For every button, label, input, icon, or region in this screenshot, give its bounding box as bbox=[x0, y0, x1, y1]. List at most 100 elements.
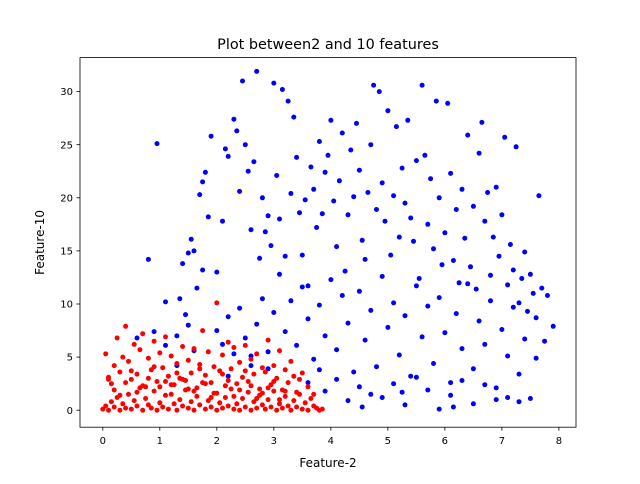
series-0-point-183 bbox=[493, 385, 499, 391]
series-0-point-116 bbox=[499, 212, 505, 218]
series-0-point-170 bbox=[419, 334, 425, 340]
series-1-point-26 bbox=[174, 407, 180, 413]
series-1-point-33 bbox=[194, 393, 200, 399]
series-1-point-125 bbox=[237, 359, 243, 365]
series-1-point-38 bbox=[208, 404, 214, 410]
series-0-point-171 bbox=[425, 303, 431, 309]
series-1-point-101 bbox=[168, 353, 174, 359]
series-0-point-23 bbox=[234, 128, 240, 134]
series-0-point-150 bbox=[305, 316, 311, 322]
series-0-point-169 bbox=[413, 283, 419, 289]
x-tick-label-5: 5 bbox=[385, 436, 391, 447]
series-1-point-84 bbox=[120, 354, 126, 360]
series-0-point-49 bbox=[308, 164, 314, 170]
series-1-point-117 bbox=[214, 300, 220, 306]
series-1-point-170 bbox=[151, 364, 157, 370]
series-0-point-1 bbox=[145, 256, 151, 262]
series-0-point-6 bbox=[185, 250, 191, 256]
series-0-point-126 bbox=[527, 271, 533, 277]
series-1-point-174 bbox=[197, 366, 203, 372]
series-0-point-74 bbox=[379, 180, 385, 186]
series-0-point-157 bbox=[345, 320, 351, 326]
series-1-point-63 bbox=[279, 405, 285, 411]
series-0-point-165 bbox=[391, 300, 397, 306]
series-0-point-38 bbox=[277, 216, 282, 222]
series-0-point-81 bbox=[399, 165, 405, 171]
series-0-point-176 bbox=[453, 311, 459, 317]
series-0-point-83 bbox=[405, 117, 411, 123]
series-0-point-68 bbox=[362, 256, 368, 262]
series-0-point-30 bbox=[254, 68, 260, 74]
series-1-point-130 bbox=[251, 371, 257, 377]
series-0-point-64 bbox=[351, 194, 357, 200]
series-1-point-168 bbox=[128, 368, 134, 374]
series-0-point-135 bbox=[220, 341, 225, 347]
series-1-point-65 bbox=[285, 403, 291, 409]
series-0-point-127 bbox=[530, 290, 536, 296]
series-1-point-23 bbox=[165, 406, 171, 412]
series-1-point-56 bbox=[259, 402, 265, 408]
series-1-point-156 bbox=[180, 376, 186, 382]
series-0-point-167 bbox=[402, 313, 408, 319]
series-0-point-201 bbox=[448, 392, 454, 398]
axes-frame bbox=[79, 57, 577, 428]
series-0-point-43 bbox=[291, 114, 297, 120]
series-0-point-98 bbox=[448, 170, 454, 176]
series-0-point-80 bbox=[396, 234, 402, 240]
series-0-point-21 bbox=[225, 153, 231, 159]
series-0-point-39 bbox=[279, 87, 285, 92]
series-1-point-47 bbox=[234, 401, 240, 407]
series-1-point-21 bbox=[160, 404, 166, 410]
y-tick-label-0: 0 bbox=[67, 406, 73, 417]
points-layer bbox=[100, 68, 556, 413]
series-1-point-41 bbox=[217, 400, 223, 406]
series-0-point-26 bbox=[242, 142, 248, 148]
series-0-point-218 bbox=[359, 404, 365, 410]
series-1-point-30 bbox=[185, 405, 191, 411]
series-1-point-181 bbox=[277, 397, 282, 403]
series-1-point-85 bbox=[123, 323, 129, 329]
series-1-point-25 bbox=[171, 401, 177, 407]
series-0-point-54 bbox=[322, 169, 328, 175]
series-1-point-89 bbox=[134, 371, 140, 377]
series-0-point-198 bbox=[413, 374, 419, 380]
series-0-point-209 bbox=[316, 367, 322, 373]
series-0-point-107 bbox=[473, 286, 479, 292]
series-0-point-163 bbox=[379, 273, 385, 279]
series-0-point-53 bbox=[319, 211, 325, 217]
series-0-point-57 bbox=[331, 198, 337, 204]
series-1-point-96 bbox=[154, 379, 160, 384]
series-0-point-77 bbox=[388, 252, 394, 258]
series-0-point-196 bbox=[391, 381, 397, 387]
series-0-point-22 bbox=[231, 116, 237, 122]
series-1-point-99 bbox=[163, 334, 168, 340]
series-0-point-82 bbox=[402, 200, 408, 206]
series-0-point-93 bbox=[433, 98, 439, 104]
series-1-point-144 bbox=[291, 373, 297, 379]
series-0-point-195 bbox=[379, 395, 385, 400]
series-1-point-40 bbox=[214, 407, 220, 413]
series-1-point-146 bbox=[297, 376, 302, 382]
series-0-point-5 bbox=[183, 312, 188, 318]
series-0-point-159 bbox=[356, 288, 362, 294]
series-1-point-28 bbox=[180, 403, 186, 409]
series-1-point-132 bbox=[257, 386, 263, 392]
series-0-point-41 bbox=[285, 98, 291, 104]
series-0-point-67 bbox=[359, 237, 365, 243]
series-0-point-141 bbox=[254, 321, 260, 327]
series-0-point-31 bbox=[257, 255, 263, 261]
series-0-point-111 bbox=[485, 190, 491, 195]
series-1-point-111 bbox=[197, 362, 203, 367]
series-0-point-79 bbox=[393, 124, 399, 130]
series-0-point-40 bbox=[282, 253, 288, 259]
series-0-point-180 bbox=[476, 318, 482, 324]
series-0-point-133 bbox=[550, 323, 556, 329]
x-axis-label: Feature-2 bbox=[299, 456, 356, 470]
series-0-point-155 bbox=[334, 347, 340, 353]
series-1-point-128 bbox=[245, 379, 251, 384]
series-0-point-121 bbox=[513, 144, 519, 150]
series-1-point-51 bbox=[245, 389, 251, 395]
y-axis-label: Feature-10 bbox=[33, 210, 47, 275]
series-0-point-131 bbox=[542, 338, 548, 344]
series-1-point-165 bbox=[282, 388, 288, 394]
